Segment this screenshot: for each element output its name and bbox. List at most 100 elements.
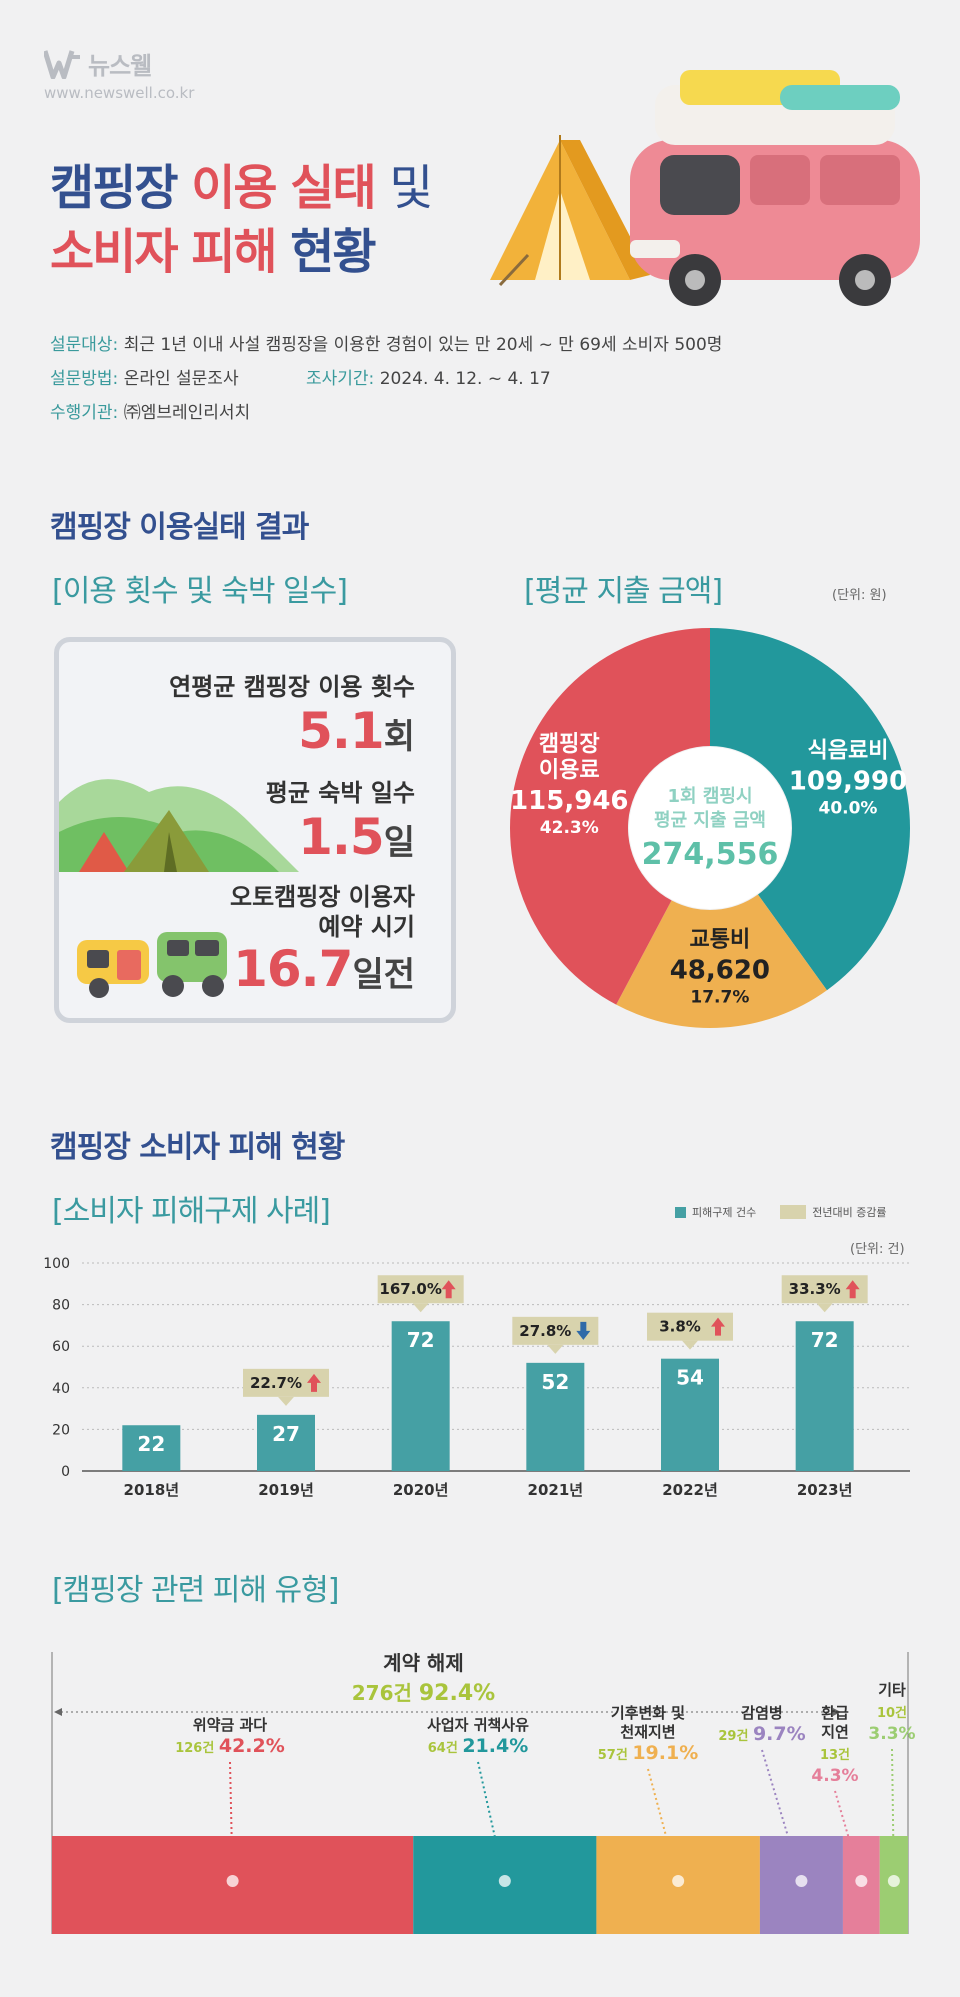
type-label: 기타 10건 3.3% [868,1681,915,1744]
arrow-down-icon [576,1321,591,1340]
svg-text:126건 42.2%: 126건 42.2% [175,1735,285,1757]
bar [661,1358,719,1471]
group-label: 계약 해제 [383,1651,464,1675]
brand-name: 뉴스웰 [88,52,152,80]
type-name: 기타 [878,1681,906,1699]
stat-booking-label: 오토캠핑장 이용자 예약 시기 [230,883,415,941]
usage-stats-panel: 연평균 캠핑장 이용 횟수 5.1회 평균 숙박 일수 1.5일 오토캠핑장 이… [54,637,456,1023]
survey-method: 설문방법: 온라인 설문조사 [50,369,239,389]
leader-line [891,1748,895,1882]
usage-subheading: [이용 횟수 및 숙박 일수] [52,574,348,609]
bar [391,1321,450,1471]
legend: 피해구제 건수 전년대비 증감률 [675,1204,887,1220]
stat-nights-value: 1.5일 [298,808,415,866]
pie-slice [509,628,710,1005]
survey-period: 조사기간: 2024. 4. 12. ~ 4. 17 [306,369,551,389]
svg-text:식음료비: 식음료비 [808,738,889,763]
group-value: 276건 92.4% [352,1681,495,1706]
leader-line [477,1761,506,1882]
pie-center-label: 평균 지출 금액 [654,810,766,831]
leader-dot [795,1875,808,1887]
stat-visits-label: 연평균 캠핑장 이용 횟수 [169,673,415,701]
bar [795,1321,854,1471]
svg-text:48,620: 48,620 [670,956,770,986]
svg-text:109,990: 109,990 [789,766,907,796]
type-name: 사업자 귀책사유 [427,1716,529,1734]
legend-change-label: 전년대비 증감률 [812,1206,887,1219]
change-tag: 33.3% [781,1275,868,1313]
change-label: 22.7% [250,1374,302,1392]
pie-slice [710,628,910,991]
pie-center-label: 1회 캠핑시 [667,786,752,807]
damage-unit: (단위: 건) [850,1242,905,1257]
bar-value-label: 27 [272,1422,300,1446]
svg-text:이용료: 이용료 [539,758,600,783]
change-tag: 22.7% [243,1368,329,1406]
tent-icon [490,135,650,280]
legend-change-swatch [780,1205,807,1219]
leader-dot [887,1875,900,1887]
y-tick-label: 100 [43,1256,70,1272]
survey-org: 수행기관: ㈜엠브레인리서치 [50,403,251,423]
legend-count-label: 피해구제 건수 [692,1206,757,1219]
x-tick-label: 2023년 [797,1481,853,1499]
type-name: 감염병 [741,1704,782,1722]
types-heading: [캠핑장 관련 피해 유형] [52,1573,339,1608]
svg-text:17.7%: 17.7% [690,988,749,1008]
brand-url: www.newswell.co.kr [44,84,195,102]
stat-booking-value: 16.7일전 [233,940,415,998]
bar-value-label: 54 [676,1366,704,1390]
pie-slice [616,894,827,1028]
x-tick-label: 2019년 [258,1481,314,1499]
legend-count-swatch [675,1206,686,1218]
stat-nights-label: 평균 숙박 일수 [265,779,415,807]
change-label: 167.0% [379,1280,441,1298]
type-count: 13건 [820,1747,850,1763]
stat-visits-value: 5.1회 [298,702,415,760]
x-tick-label: 2020년 [393,1481,449,1499]
y-tick-label: 80 [52,1298,70,1314]
brand-logo: 뉴스웰 [44,46,152,81]
arrow-up-icon [711,1317,725,1336]
type-pct: 3.3% [868,1724,915,1744]
change-label: 27.8% [519,1322,571,1340]
pie-center [629,747,791,909]
trailer-icon [77,940,149,998]
y-tick-label: 60 [52,1339,70,1355]
chair-icon [498,253,530,287]
type-name: 기후변화 및 [611,1704,685,1722]
bar-value-label: 22 [137,1432,165,1456]
bar-value-label: 52 [541,1370,569,1394]
svg-text:64건 21.4%: 64건 21.4% [428,1735,529,1757]
change-label: 33.3% [789,1280,841,1298]
svg-text:29건 9.7%: 29건 9.7% [718,1723,805,1745]
change-label: 3.8% [659,1318,701,1336]
change-tag: 167.0% [377,1275,464,1313]
leader-line [647,1768,680,1882]
type-name: 환급 [821,1704,849,1722]
change-tag: 27.8% [512,1316,599,1354]
svg-text:캠핑장: 캠핑장 [539,732,600,757]
jeep-icon [157,932,227,997]
y-tick-label: 0 [61,1464,70,1480]
svg-text:115,946: 115,946 [510,786,628,816]
x-tick-label: 2021년 [528,1481,584,1499]
damage-bar-chart: 0 20 40 60 80 100 22 2018년 27 2019년 22.7% 72 2020년 16… [43,1256,910,1499]
spending-subheading: [평균 지출 금액] [524,574,723,609]
damage-subheading: [소비자 피해구제 사례] [52,1194,331,1229]
pie-center-total: 274,556 [642,837,779,872]
leader-dot [855,1875,868,1887]
y-tick-label: 40 [52,1381,70,1397]
camper-van-icon [630,70,920,306]
type-name: 지연 [821,1723,849,1741]
type-name: 천재지변 [620,1723,675,1741]
leader-line [834,1790,863,1882]
arrow-up-icon [845,1280,860,1299]
svg-text:42.3%: 42.3% [540,818,599,838]
